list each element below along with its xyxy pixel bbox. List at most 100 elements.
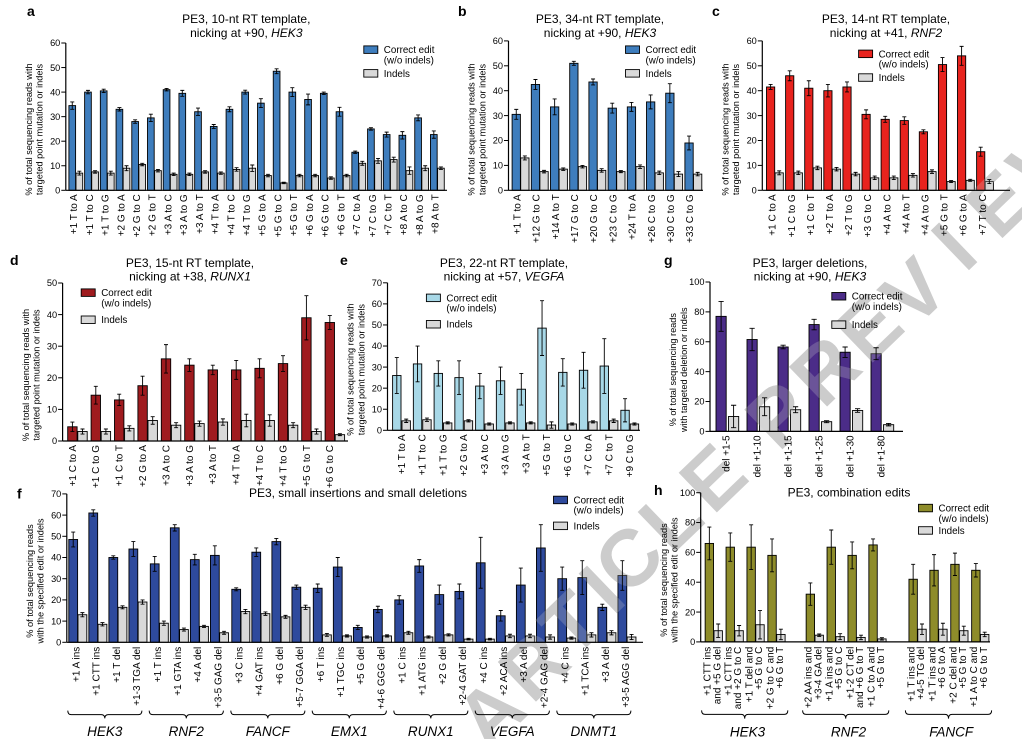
svg-text:+1 C to A: +1 C to A [68,445,79,487]
svg-text:+1 C to G: +1 C to G [91,445,102,488]
svg-text:+6 G to T: +6 G to T [775,647,786,689]
svg-text:+5 G to T: +5 G to T [958,647,969,689]
svg-text:Correct edit: Correct edit [852,292,903,303]
svg-text:30: 30 [47,341,57,351]
svg-text:% of total sequencing reads wi: % of total sequencing reads with [21,309,31,441]
svg-text:0: 0 [52,436,57,446]
svg-text:40: 40 [685,577,695,587]
svg-text:% of total sequencing reads wi: % of total sequencing reads with [721,63,731,195]
svg-text:Indels: Indels [446,320,472,331]
svg-text:60: 60 [747,36,757,46]
svg-text:+1 CTT ins: +1 CTT ins [724,647,735,696]
svg-text:+26 C to G: +26 C to G [647,194,658,243]
svg-text:+6 G to A: +6 G to A [305,194,316,236]
svg-text:del +1-5: del +1-5 [721,435,732,472]
svg-text:+5 G to A: +5 G to A [258,194,269,236]
svg-text:+3 A to T: +3 A to T [521,434,532,474]
svg-text:+1-3 TGA del: +1-3 TGA del [132,647,143,706]
svg-text:+2 G to C: +2 G to C [132,194,143,237]
svg-text:% of total sequencing reads: % of total sequencing reads [668,313,678,427]
svg-text:40: 40 [493,86,503,96]
svg-text:+6 G to C: +6 G to C [563,434,574,477]
svg-text:+3-5 AGG del: +3-5 AGG del [621,647,632,708]
svg-text:del +1-25: del +1-25 [814,435,825,477]
svg-text:10: 10 [51,616,61,626]
svg-text:+1 T ins and: +1 T ins and [927,647,938,702]
svg-text:+1 C to A and: +1 C to A and [866,647,877,707]
svg-text:+5 G to T: +5 G to T [940,194,951,236]
svg-text:Indels: Indels [101,315,127,326]
svg-text:targeted point mutation or ind: targeted point mutation or indels [477,63,487,195]
svg-text:% of total sequencing reads wi: % of total sequencing reads with [24,63,34,195]
svg-text:g: g [664,252,673,268]
svg-text:Correct edit: Correct edit [574,495,625,506]
svg-text:+3 A to T: +3 A to T [195,194,206,234]
svg-text:+1 T to A: +1 T to A [397,434,408,474]
svg-text:(w/o indels): (w/o indels) [939,514,989,525]
svg-text:del +1-15: del +1-15 [783,435,794,477]
svg-text:e: e [340,252,348,268]
svg-text:+3 A del: +3 A del [519,647,530,683]
svg-text:+5 G to C: +5 G to C [274,194,285,237]
svg-text:+6 G to C: +6 G to C [325,445,336,488]
svg-text:+1 A ins: +1 A ins [72,647,83,682]
svg-text:+6 G to T: +6 G to T [979,647,990,689]
svg-text:+3 A to G: +3 A to G [179,194,190,236]
svg-text:20: 20 [50,136,60,146]
svg-text:with the specified edit or ind: with the specified edit or indels [36,518,46,645]
svg-text:+1 C to G: +1 C to G [787,194,798,237]
svg-text:+4 A del: +4 A del [193,647,204,683]
svg-text:HEK3: HEK3 [730,725,766,739]
svg-text:+6 G to C: +6 G to C [321,194,332,237]
svg-text:+7 C to A: +7 C to A [352,194,363,236]
svg-text:70: 70 [51,489,61,499]
svg-text:+1 TGC ins: +1 TGC ins [336,647,347,698]
svg-text:del +1-30: del +1-30 [845,435,856,477]
svg-text:10: 10 [747,161,757,171]
svg-text:20: 20 [685,607,695,617]
svg-text:PE3, small insertions and smal: PE3, small insertions and small deletion… [249,486,467,500]
svg-text:+4 C ins: +4 C ins [479,647,490,684]
svg-text:0: 0 [752,186,757,196]
svg-text:+4-6 GGG del: +4-6 GGG del [376,647,387,710]
svg-text:+2 G to A: +2 G to A [116,194,127,236]
svg-text:40: 40 [47,310,57,320]
svg-text:% of total sequencing reads wi: % of total sequencing reads with [346,303,356,435]
svg-text:+3 A to T: +3 A to T [208,445,219,485]
svg-text:+30 C to G: +30 C to G [666,194,677,243]
svg-text:+2 ACA ins: +2 ACA ins [499,647,510,696]
svg-text:30: 30 [493,111,503,121]
svg-text:Indels: Indels [852,320,878,331]
svg-text:+5 G to T: +5 G to T [289,194,300,236]
svg-text:(w/o indels): (w/o indels) [574,506,624,517]
svg-text:nicking at +57, VEGFA: nicking at +57, VEGFA [444,269,565,283]
svg-text:+2 G to T: +2 G to T [148,194,159,236]
svg-text:Correct edit: Correct edit [646,45,697,56]
svg-text:% of total sequencing reads wi: % of total sequencing reads with [467,63,477,195]
svg-text:+5 G to C: +5 G to C [754,647,765,690]
svg-text:+1 T to C: +1 T to C [418,434,429,475]
svg-text:60: 60 [493,36,503,46]
svg-text:+1 T to G: +1 T to G [438,434,449,476]
svg-text:targeted point mutation or ind: targeted point mutation or indels [731,63,741,195]
svg-text:nicking at +90, HEK3: nicking at +90, HEK3 [754,269,867,283]
svg-text:+33 C to G: +33 C to G [685,194,696,243]
svg-text:% of total sequencing reads: % of total sequencing reads [25,524,35,638]
svg-text:b: b [458,3,467,19]
svg-text:nicking at +41, RNF2: nicking at +41, RNF2 [830,26,943,40]
svg-text:+7 C to G: +7 C to G [368,194,379,237]
svg-text:30: 30 [372,362,382,372]
svg-text:+5-7 GGA del: +5-7 GGA del [295,647,306,708]
svg-text:(w/o indels): (w/o indels) [646,55,696,66]
svg-text:20: 20 [747,136,757,146]
svg-text:nicking at +90, HEK3: nicking at +90, HEK3 [190,26,303,40]
svg-text:with targeted deletion or inde: with targeted deletion or indels [679,307,689,433]
svg-text:FANCF: FANCF [246,724,291,739]
svg-text:+2-4 GAT del: +2-4 GAT del [458,647,469,706]
svg-text:20: 20 [694,397,704,407]
svg-text:+8 A to C: +8 A to C [399,194,410,235]
svg-text:(w/o indels): (w/o indels) [384,55,434,66]
svg-text:+9 C to G: +9 C to G [625,434,636,477]
svg-text:(w/o indels): (w/o indels) [101,298,151,309]
svg-text:+12 G to C: +12 G to C [532,194,543,243]
